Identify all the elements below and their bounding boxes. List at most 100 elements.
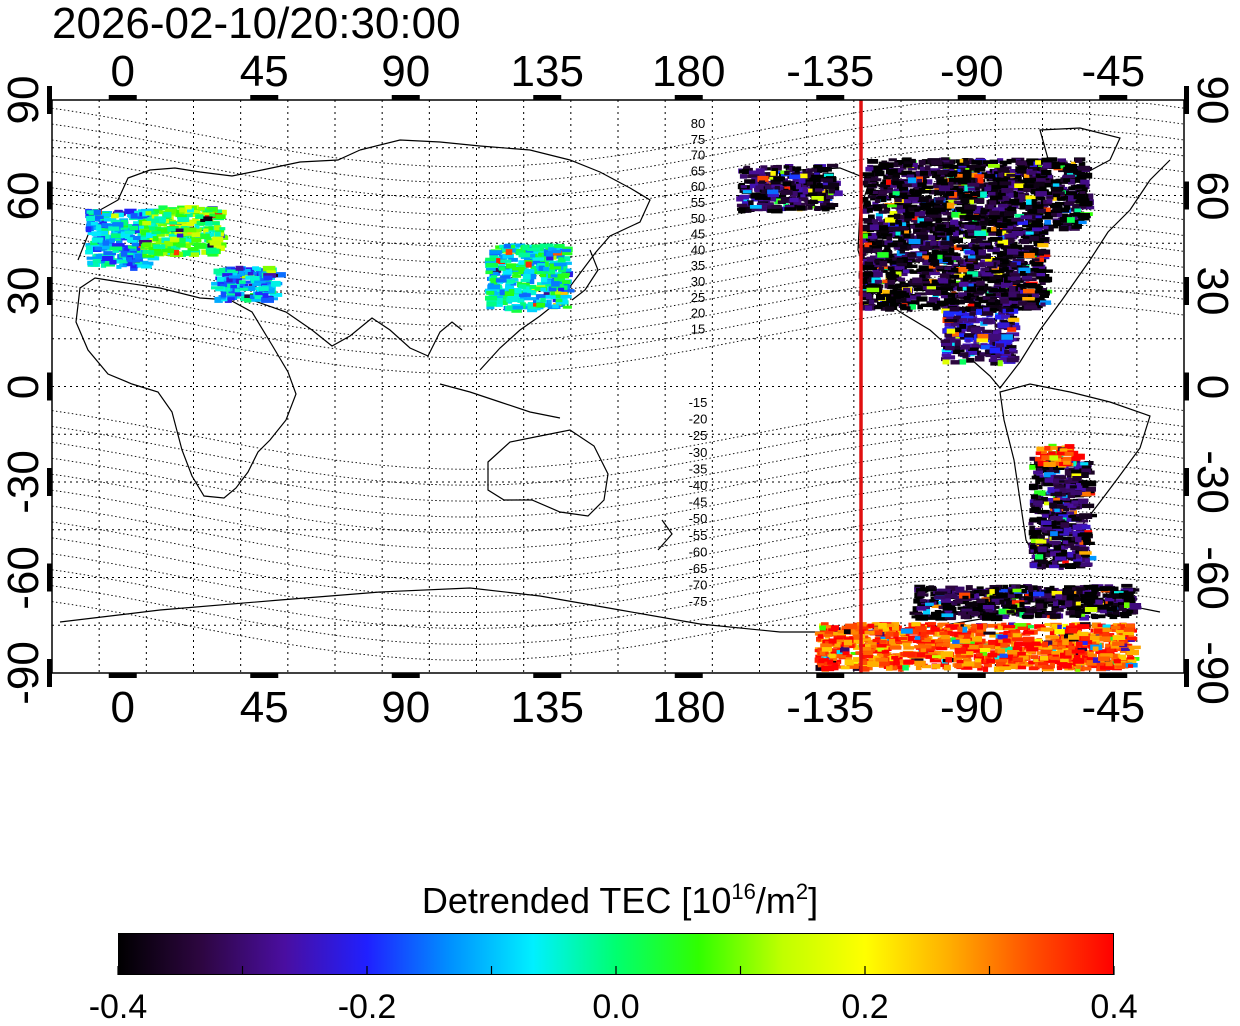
tec-observation-cell — [815, 188, 822, 191]
tec-observation-cell — [737, 204, 747, 208]
tec-observation-cell — [1082, 504, 1094, 509]
tec-observation-cell — [132, 243, 140, 246]
tec-observation-cell — [1052, 535, 1063, 540]
tec-observation-cell — [947, 329, 955, 334]
tec-observation-cell — [1004, 350, 1010, 354]
tec-observation-cell — [875, 280, 882, 284]
tec-observation-cell — [991, 270, 1000, 274]
tec-observation-cell — [939, 185, 950, 191]
tec-observation-cell — [261, 297, 274, 303]
tec-observation-cell — [1070, 485, 1077, 488]
tec-observation-cell — [889, 227, 901, 232]
tec-observation-cell — [551, 281, 560, 287]
tec-observation-cell — [1074, 194, 1086, 199]
tec-observation-cell — [933, 306, 939, 311]
tec-observation-cell — [1085, 607, 1097, 612]
tec-observation-cell — [919, 196, 929, 202]
tec-observation-cell — [185, 205, 192, 209]
tec-observation-cell — [92, 237, 104, 242]
tec-observation-cell — [918, 591, 925, 596]
tec-observation-cell — [976, 225, 982, 230]
tec-observation-cell — [743, 190, 752, 193]
tec-observation-cell — [941, 157, 949, 160]
tec-observation-cell — [1050, 614, 1061, 619]
tec-observation-cell — [998, 360, 1003, 366]
tec-observation-cell — [230, 285, 237, 288]
tec-observation-cell — [975, 168, 982, 172]
tec-observation-cell — [562, 280, 571, 284]
tec-observation-cell — [988, 334, 1001, 340]
tec-observation-cell — [911, 245, 920, 248]
tec-observation-cell — [1057, 600, 1066, 606]
tec-observation-cell — [1050, 516, 1063, 520]
tec-observation-cell — [900, 304, 907, 310]
tec-observation-cell — [1082, 599, 1095, 604]
tec-observation-cell — [977, 297, 983, 300]
tec-observation-cell — [1069, 186, 1075, 190]
tec-observation-cell — [974, 231, 986, 237]
tec-observation-cell — [961, 609, 972, 612]
tec-observation-cell — [1049, 455, 1058, 460]
tec-observation-cell — [252, 266, 259, 270]
tec-observation-cell — [1029, 484, 1038, 490]
tec-observation-cell — [935, 218, 941, 223]
tec-observation-cell — [867, 257, 875, 262]
tec-observation-cell — [867, 159, 878, 164]
tec-observation-cell — [917, 606, 927, 610]
tec-observation-cell — [135, 254, 143, 260]
tec-observation-cell — [1045, 158, 1057, 161]
tec-observation-cell — [521, 279, 530, 282]
tec-observation-cell — [1050, 586, 1055, 590]
tec-observation-cell — [808, 206, 813, 210]
tec-observation-cell — [884, 248, 890, 253]
tec-observation-cell — [937, 255, 942, 260]
tec-observation-cell — [796, 206, 805, 211]
tec-observation-cell — [784, 207, 796, 211]
tec-observation-cell — [1053, 194, 1060, 198]
tec-observation-cell — [1044, 183, 1051, 188]
tec-observation-cell — [964, 205, 976, 210]
tec-observation-cell — [1071, 457, 1080, 461]
tec-observation-cell — [975, 356, 985, 362]
tec-observation-cell — [1060, 522, 1069, 528]
tec-observation-cell — [1013, 227, 1022, 230]
tec-observation-cell — [898, 278, 906, 282]
tec-observation-cell — [914, 209, 919, 212]
tec-observation-cell — [931, 260, 940, 266]
tec-observation-cell — [1015, 175, 1021, 179]
tec-observation-cell — [888, 243, 898, 247]
tec-observation-cell — [958, 178, 967, 184]
tec-observation-cell — [541, 277, 547, 282]
tec-observation-cell — [558, 274, 570, 279]
tec-observation-cell — [1036, 290, 1048, 293]
tec-observation-cell — [823, 185, 835, 189]
tec-observation-cell — [894, 214, 900, 220]
tec-observation-cell — [931, 160, 942, 165]
tec-observation-cell — [102, 223, 108, 227]
tec-observation-cell — [741, 185, 747, 188]
tec-observation-cell — [863, 247, 872, 253]
tec-observation-cell — [921, 246, 932, 251]
tec-observation-cell — [1024, 596, 1033, 600]
tec-observation-cell — [886, 180, 891, 185]
tec-observation-cell — [990, 237, 1003, 241]
tec-observation-cell — [862, 265, 874, 270]
tec-observation-cell — [221, 292, 227, 298]
tec-observation-cell — [1002, 259, 1009, 265]
tec-observation-cell — [552, 250, 562, 253]
tec-observation-cell — [1038, 238, 1049, 242]
tec-observation-cell — [1080, 201, 1093, 207]
tec-observation-cell — [227, 297, 235, 300]
tec-observation-cell — [556, 299, 563, 302]
tec-observation-cell — [1030, 563, 1037, 568]
tec-observation-cell — [1054, 509, 1060, 512]
tec-observation-cell — [111, 214, 119, 219]
tec-observation-cell — [865, 306, 872, 311]
tec-observation-cell — [948, 173, 953, 178]
tec-observation-cell — [1021, 215, 1033, 219]
tec-observation-cell — [971, 328, 981, 334]
tec-observation-cell — [963, 278, 968, 281]
tec-observation-cell — [513, 306, 524, 310]
tec-observation-cell — [215, 214, 225, 219]
tec-observation-cell — [1054, 545, 1062, 551]
